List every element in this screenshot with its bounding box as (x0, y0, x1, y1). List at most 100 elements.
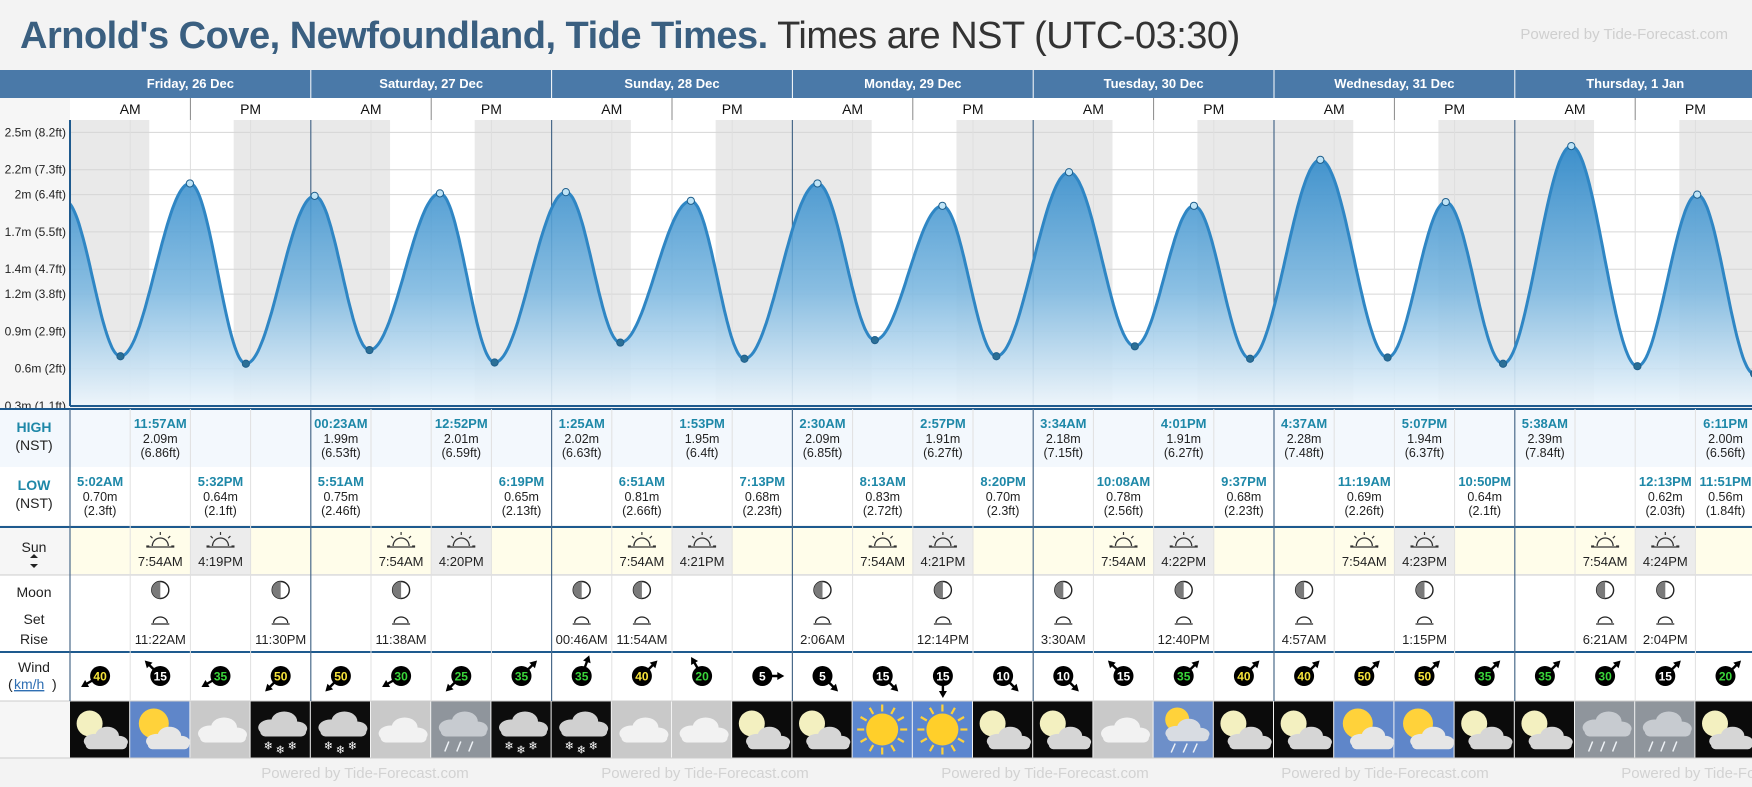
sunset-time: 4:22PM (1161, 554, 1206, 569)
sunrise-icon (387, 532, 416, 548)
wind-arrow-icon: 15 (1655, 660, 1681, 686)
sunrise-time: 7:54AM (1342, 554, 1387, 569)
high-tide-meters: 2.09m (143, 432, 178, 446)
wind-arrow-icon: 50 (1354, 660, 1380, 686)
moon-horizon-icon (1296, 616, 1312, 624)
low-tide-feet: (2.23ft) (742, 504, 782, 518)
high-tide-feet: (6.53ft) (321, 446, 361, 460)
sunrise-icon (1350, 532, 1379, 548)
day-header-label: Sunday, 28 Dec (624, 76, 719, 91)
high-tide-time: 1:25AM (559, 416, 605, 431)
wind-speed-value: 10 (996, 670, 1010, 684)
wind-row-label: Wind (18, 659, 50, 675)
sun-rain-icon (1153, 701, 1213, 758)
ampm-bar (0, 98, 1752, 120)
high-tide-time: 2:30AM (799, 416, 845, 431)
low-tide-time: 8:13AM (860, 474, 906, 489)
high-tide-time: 00:23AM (314, 416, 367, 431)
sunset-time: 4:20PM (439, 554, 484, 569)
high-tide-feet: (6.4ft) (686, 446, 719, 460)
high-tide-meters: 2.00m (1708, 432, 1743, 446)
high-row-bg (0, 409, 1752, 467)
moon-horizon-icon (273, 616, 289, 624)
high-tide-time: 5:07PM (1402, 416, 1448, 431)
high-tide-time: 12:52PM (435, 416, 488, 431)
high-tide-time: 6:11PM (1703, 416, 1748, 431)
sunset-time: 4:21PM (920, 554, 965, 569)
wind-unit-link[interactable]: km/h (14, 676, 44, 692)
sunrise-time: 7:54AM (1101, 554, 1146, 569)
low-tide-meters: 0.65m (504, 490, 539, 504)
moon-horizon-icon (1176, 616, 1192, 624)
wind-speed-value: 15 (1117, 670, 1131, 684)
wind-arrow-icon: 5 (752, 666, 785, 686)
wind-arrow-icon: 30 (382, 666, 412, 687)
powered-by-text: Powered by Tide-Forecast.com (1520, 26, 1728, 43)
high-tide-feet: (6.56ft) (1706, 446, 1746, 460)
sunrise-time: 7:54AM (860, 554, 905, 569)
moon-rise-label: Rise (20, 631, 48, 647)
moon-horizon-icon (935, 616, 951, 624)
svg-text:❄: ❄ (528, 741, 537, 753)
wind-speed-value: 50 (334, 670, 348, 684)
wind-speed-value: 35 (575, 670, 589, 684)
sunset-icon (1651, 532, 1680, 548)
moon-horizon-icon (152, 616, 168, 624)
low-tide-time: 5:02AM (77, 474, 123, 489)
low-tide-point (365, 345, 374, 355)
low-tide-feet: (2.03ft) (1645, 504, 1685, 518)
wind-arrow-icon: 40 (1294, 660, 1320, 686)
high-tide-time: 4:37AM (1281, 416, 1327, 431)
wind-arrow-icon: 35 (571, 655, 592, 686)
moon-phase-icon (813, 580, 832, 600)
snow-cloud-icon: ❄ ❄ ❄ (310, 701, 370, 758)
svg-text:❄: ❄ (348, 741, 357, 753)
wind-speed-value: 40 (93, 670, 107, 684)
wind-arrow-icon: 25 (445, 666, 472, 692)
wind-arrow-icon: 10 (1053, 666, 1079, 692)
low-row-tz: (NST) (15, 495, 52, 511)
sunset-time: 4:19PM (198, 554, 243, 569)
wind-arrow-icon: 10 (993, 666, 1019, 692)
high-tide-point (813, 179, 822, 188)
moon-event-time: 11:38AM (376, 632, 427, 647)
low-tide-time: 5:51AM (318, 474, 364, 489)
day-header-label: Thursday, 1 Jan (1586, 76, 1684, 91)
high-tide-time: 4:01PM (1161, 416, 1207, 431)
am-label: AM (842, 101, 863, 117)
y-tick-label: 2.2m (7.3ft) (5, 163, 66, 177)
wind-speed-value: 35 (515, 670, 529, 684)
moon-horizon-icon (393, 616, 409, 624)
sun-up-down-icon (30, 554, 38, 568)
cloud-icon (371, 701, 431, 758)
wind-speed-value: 30 (394, 670, 408, 684)
svg-text:❄: ❄ (504, 741, 513, 753)
moon-phase-icon (1595, 580, 1615, 600)
high-tide-meters: 2.28m (1287, 432, 1322, 446)
high-tide-meters: 2.09m (805, 432, 840, 446)
moon-horizon-icon (1597, 616, 1613, 624)
pm-label: PM (1444, 101, 1465, 117)
low-tide-meters: 0.68m (1227, 490, 1262, 504)
wind-arrow-icon: 40 (81, 666, 111, 687)
low-tide-time: 10:50PM (1458, 474, 1511, 489)
day-header-label: Saturday, 27 Dec (379, 76, 483, 91)
low-tide-meters: 0.69m (1347, 490, 1382, 504)
wind-speed-value: 40 (635, 670, 649, 684)
wind-speed-value: 10 (1057, 670, 1071, 684)
day-header-label: Wednesday, 31 Dec (1334, 76, 1454, 91)
timezone-note: Times are NST (UTC-03:30) (777, 15, 1240, 57)
sunrise-icon (627, 532, 656, 548)
high-tide-meters: 2.18m (1046, 432, 1081, 446)
cloud-icon (190, 701, 250, 758)
high-tide-feet: (7.48ft) (1284, 446, 1324, 460)
wind-arrow-icon: 20 (691, 656, 713, 686)
moon-set-label: Set (23, 611, 44, 627)
wind-speed-value: 40 (1237, 670, 1251, 684)
wind-speed-value: 35 (214, 670, 228, 684)
moon-phase-icon (632, 580, 652, 600)
wind-arrow-icon: 35 (1534, 660, 1561, 686)
wind-speed-value: 15 (936, 670, 950, 684)
high-tide-point (1064, 168, 1074, 177)
low-tide-time: 9:37PM (1221, 474, 1267, 489)
